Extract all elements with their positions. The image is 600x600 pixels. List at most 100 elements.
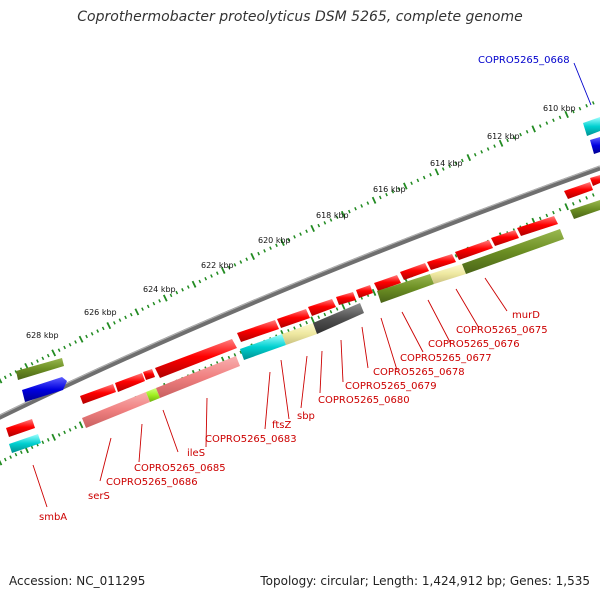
gene-forward[interactable] xyxy=(115,373,145,392)
tick-mark xyxy=(9,455,12,459)
tick-mark xyxy=(181,288,184,292)
tick-mark xyxy=(512,135,516,140)
gene-label-copro5265-0668[interactable]: COPRO5265_0668 xyxy=(478,55,570,66)
tick-mark xyxy=(210,274,213,278)
tick-mark xyxy=(191,280,197,288)
gene-label-ftsz[interactable]: ftsZ xyxy=(272,420,291,431)
kbp-label-610: 610 kbp xyxy=(543,104,576,113)
tick-mark xyxy=(531,125,536,133)
tick-mark xyxy=(51,349,57,357)
tick-mark xyxy=(118,318,122,322)
gene-label-murd[interactable]: murD xyxy=(512,310,540,321)
gene-forward[interactable] xyxy=(356,285,373,298)
gene-label-copro5265-0685[interactable]: COPRO5265_0685 xyxy=(134,463,226,474)
gene-reverse[interactable] xyxy=(146,388,160,402)
gene-forward[interactable] xyxy=(22,377,67,402)
tick-mark xyxy=(198,279,202,284)
gene-forward[interactable] xyxy=(427,254,456,270)
tick-mark xyxy=(360,204,364,208)
gene-forward[interactable] xyxy=(16,358,64,380)
tick-mark xyxy=(3,375,7,380)
gene-reverse[interactable] xyxy=(82,392,150,428)
gene-label-sbp[interactable]: sbp xyxy=(297,411,315,422)
gene-forward[interactable] xyxy=(237,320,279,342)
tick-mark xyxy=(57,433,61,437)
gene-forward[interactable] xyxy=(590,137,600,154)
gene-forward[interactable] xyxy=(308,299,336,316)
tick-mark xyxy=(14,452,18,457)
tick-mark xyxy=(9,372,13,377)
tick-mark xyxy=(146,304,150,309)
gene-reverse[interactable] xyxy=(240,334,286,360)
tick-mark xyxy=(473,152,477,157)
tick-mark xyxy=(90,332,94,336)
label-leader-lines xyxy=(32,62,592,508)
gene-forward[interactable] xyxy=(590,175,600,186)
gene-reverse[interactable] xyxy=(9,434,41,453)
tick-mark xyxy=(335,307,339,311)
tick-mark xyxy=(403,182,408,190)
gene-labels: COPRO5265_0668 murD COPRO5265_0675 COPRO… xyxy=(39,55,570,523)
gene-label-copro5265-0679[interactable]: COPRO5265_0679 xyxy=(345,381,437,392)
tick-mark xyxy=(245,257,249,262)
tick-mark xyxy=(0,459,3,466)
tick-mark xyxy=(486,147,490,151)
gene-reverse[interactable] xyxy=(377,274,434,303)
tick-mark xyxy=(391,190,395,194)
gene-label-iles[interactable]: ileS xyxy=(187,448,205,459)
kbp-label-618: 618 kbp xyxy=(316,211,349,220)
tick-mark xyxy=(46,438,50,442)
tick-mark xyxy=(36,359,39,363)
tick-mark xyxy=(340,302,346,310)
genome-backbone xyxy=(0,165,600,420)
tick-mark xyxy=(448,164,451,168)
gene-reverse[interactable] xyxy=(430,264,466,284)
forward-strand-features xyxy=(16,117,600,404)
gene-reverse[interactable] xyxy=(6,419,35,437)
tick-mark xyxy=(175,290,179,295)
gene-label-smba[interactable]: smbA xyxy=(39,512,67,523)
tick-mark xyxy=(63,430,66,435)
gene-forward[interactable] xyxy=(491,230,519,246)
gene-forward[interactable] xyxy=(277,309,310,328)
gene-forward[interactable] xyxy=(374,275,401,291)
accession-text: Accession: NC_011295 xyxy=(9,574,146,588)
kbp-label-622: 622 kbp xyxy=(201,261,234,270)
gene-forward[interactable] xyxy=(455,240,493,260)
gene-forward[interactable] xyxy=(583,117,600,136)
tick-mark xyxy=(552,210,555,215)
tick-mark xyxy=(299,232,302,236)
gene-label-copro5265-0678[interactable]: COPRO5265_0678 xyxy=(373,367,465,378)
gene-label-copro5265-0683[interactable]: COPRO5265_0683 xyxy=(205,434,297,445)
tick-mark xyxy=(293,235,296,239)
gene-forward[interactable] xyxy=(517,216,558,236)
gene-reverse[interactable] xyxy=(156,356,240,398)
tick-mark xyxy=(519,132,522,137)
gene-label-copro5265-0686[interactable]: COPRO5265_0686 xyxy=(106,477,198,488)
gene-reverse[interactable] xyxy=(462,229,564,274)
gene-forward[interactable] xyxy=(80,384,116,404)
tick-mark xyxy=(124,315,127,320)
gene-label-copro5265-0675[interactable]: COPRO5265_0675 xyxy=(456,325,548,336)
tick-mark xyxy=(78,335,84,343)
tick-mark xyxy=(466,154,472,162)
tick-mark xyxy=(46,353,50,358)
gene-forward[interactable] xyxy=(564,182,593,199)
gene-forward[interactable] xyxy=(143,369,155,380)
gene-label-copro5265-0677[interactable]: COPRO5265_0677 xyxy=(400,353,492,364)
tick-mark xyxy=(0,378,3,384)
gene-label-copro5265-0676[interactable]: COPRO5265_0676 xyxy=(428,339,520,350)
gene-reverse[interactable] xyxy=(570,200,600,219)
gene-reverse[interactable] xyxy=(282,323,317,345)
tick-mark xyxy=(305,320,308,325)
gene-forward[interactable] xyxy=(155,339,237,378)
gene-label-copro5265-0680[interactable]: COPRO5265_0680 xyxy=(318,395,410,406)
gene-forward[interactable] xyxy=(400,263,429,280)
gene-label-sers[interactable]: serS xyxy=(88,491,110,502)
tick-mark xyxy=(545,121,549,125)
tick-mark xyxy=(385,192,388,197)
gene-reverse[interactable] xyxy=(313,303,364,334)
tick-mark xyxy=(152,301,156,306)
gene-forward[interactable] xyxy=(336,292,356,305)
